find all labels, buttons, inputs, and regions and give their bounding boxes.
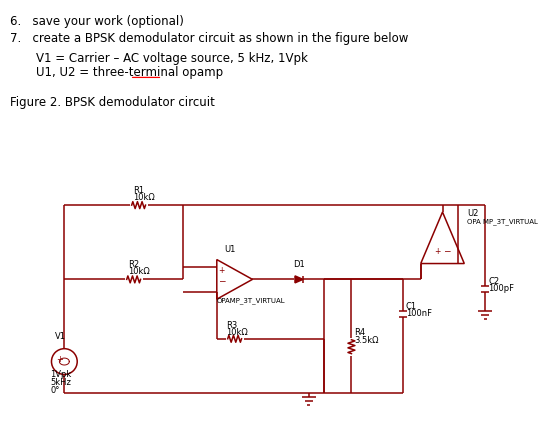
Text: −: − (443, 247, 451, 255)
Text: C1: C1 (406, 302, 417, 311)
Text: V1: V1 (54, 332, 65, 341)
Text: +: + (435, 247, 441, 255)
Text: 10kΩ: 10kΩ (128, 267, 149, 276)
Text: C2: C2 (488, 277, 499, 286)
Text: −: − (218, 276, 225, 285)
Text: V1 = Carrier – AC voltage source, 5 kHz, 1Vpk: V1 = Carrier – AC voltage source, 5 kHz,… (36, 52, 307, 65)
Text: OPA MP_3T_VIRTUAL: OPA MP_3T_VIRTUAL (467, 218, 538, 225)
Text: U1: U1 (225, 245, 236, 254)
Text: 6.   save your work (optional): 6. save your work (optional) (10, 15, 184, 28)
Text: 100pF: 100pF (488, 284, 514, 293)
Text: 7.   create a BPSK demodulator circuit as shown in the figure below: 7. create a BPSK demodulator circuit as … (10, 32, 408, 45)
Text: OPAMP_3T_VIRTUAL: OPAMP_3T_VIRTUAL (217, 297, 285, 304)
Text: R2: R2 (128, 260, 139, 269)
Text: 0°: 0° (51, 386, 60, 395)
Text: R1: R1 (133, 186, 144, 195)
Text: R3: R3 (226, 321, 237, 330)
Text: R4: R4 (355, 328, 366, 337)
Text: U2: U2 (467, 209, 478, 218)
Text: 10kΩ: 10kΩ (226, 328, 248, 337)
Text: U1, U2 = three-terminal opamp: U1, U2 = three-terminal opamp (36, 65, 223, 78)
Text: 10kΩ: 10kΩ (133, 193, 154, 202)
Text: Figure 2. BPSK demodulator circuit: Figure 2. BPSK demodulator circuit (10, 96, 215, 109)
Text: 3.5kΩ: 3.5kΩ (355, 336, 379, 345)
Text: +: + (56, 355, 63, 364)
Text: 1Vpk: 1Vpk (51, 371, 72, 379)
Text: 5kHz: 5kHz (51, 378, 72, 387)
Text: 100nF: 100nF (406, 309, 432, 318)
Text: D1: D1 (293, 259, 305, 269)
Text: +: + (218, 266, 224, 276)
Polygon shape (295, 276, 303, 283)
